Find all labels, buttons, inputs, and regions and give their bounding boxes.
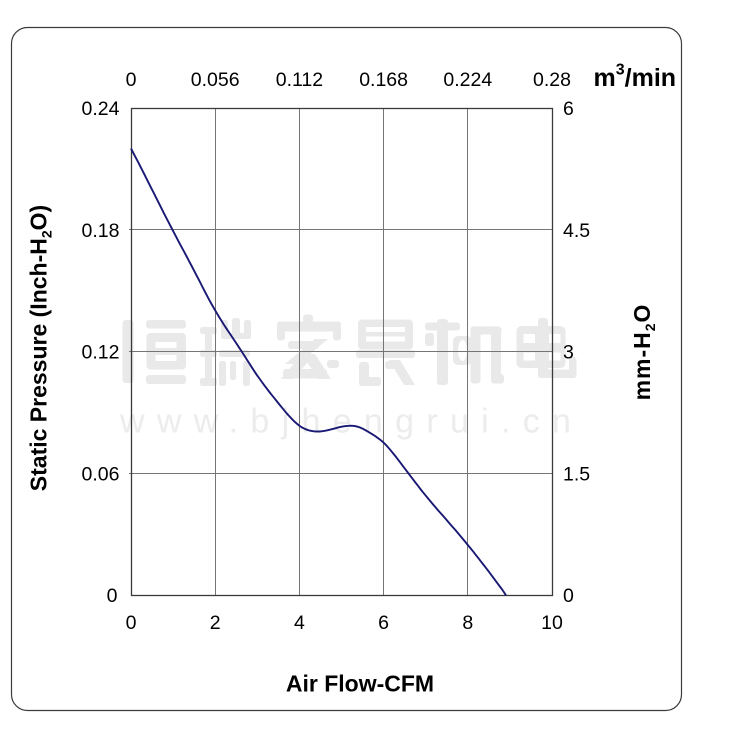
svg-text:0.224: 0.224 bbox=[443, 69, 492, 91]
svg-text:0: 0 bbox=[126, 69, 137, 91]
svg-text:0: 0 bbox=[107, 585, 118, 607]
svg-text:0.12: 0.12 bbox=[82, 342, 120, 364]
svg-text:0: 0 bbox=[126, 612, 137, 634]
svg-text:Air Flow-CFM: Air Flow-CFM bbox=[286, 671, 434, 697]
svg-text:3: 3 bbox=[563, 342, 574, 364]
svg-text:4.5: 4.5 bbox=[563, 220, 590, 242]
svg-text:10: 10 bbox=[541, 612, 563, 634]
svg-text:0.28: 0.28 bbox=[533, 69, 571, 91]
svg-text:4: 4 bbox=[294, 612, 305, 634]
svg-text:0.24: 0.24 bbox=[82, 98, 120, 120]
svg-text:0.112: 0.112 bbox=[276, 69, 323, 91]
svg-text:0.18: 0.18 bbox=[82, 220, 120, 242]
svg-text:Static Pressure (Inch-H2O): Static Pressure (Inch-H2O) bbox=[26, 205, 55, 491]
svg-text:m3/min: m3/min bbox=[594, 61, 677, 92]
svg-text:0: 0 bbox=[563, 585, 574, 607]
svg-text:6: 6 bbox=[378, 612, 389, 634]
svg-text:6: 6 bbox=[563, 98, 574, 120]
svg-text:2: 2 bbox=[210, 612, 221, 634]
svg-text:8: 8 bbox=[462, 612, 473, 634]
svg-text:0.168: 0.168 bbox=[359, 69, 408, 91]
svg-text:0.06: 0.06 bbox=[82, 463, 120, 485]
svg-text:1.5: 1.5 bbox=[563, 463, 590, 485]
svg-text:www.bjhengrui.cn: www.bjhengrui.cn bbox=[119, 403, 583, 441]
svg-text:0.056: 0.056 bbox=[191, 69, 240, 91]
svg-text:mm-H2O: mm-H2O bbox=[629, 304, 658, 401]
